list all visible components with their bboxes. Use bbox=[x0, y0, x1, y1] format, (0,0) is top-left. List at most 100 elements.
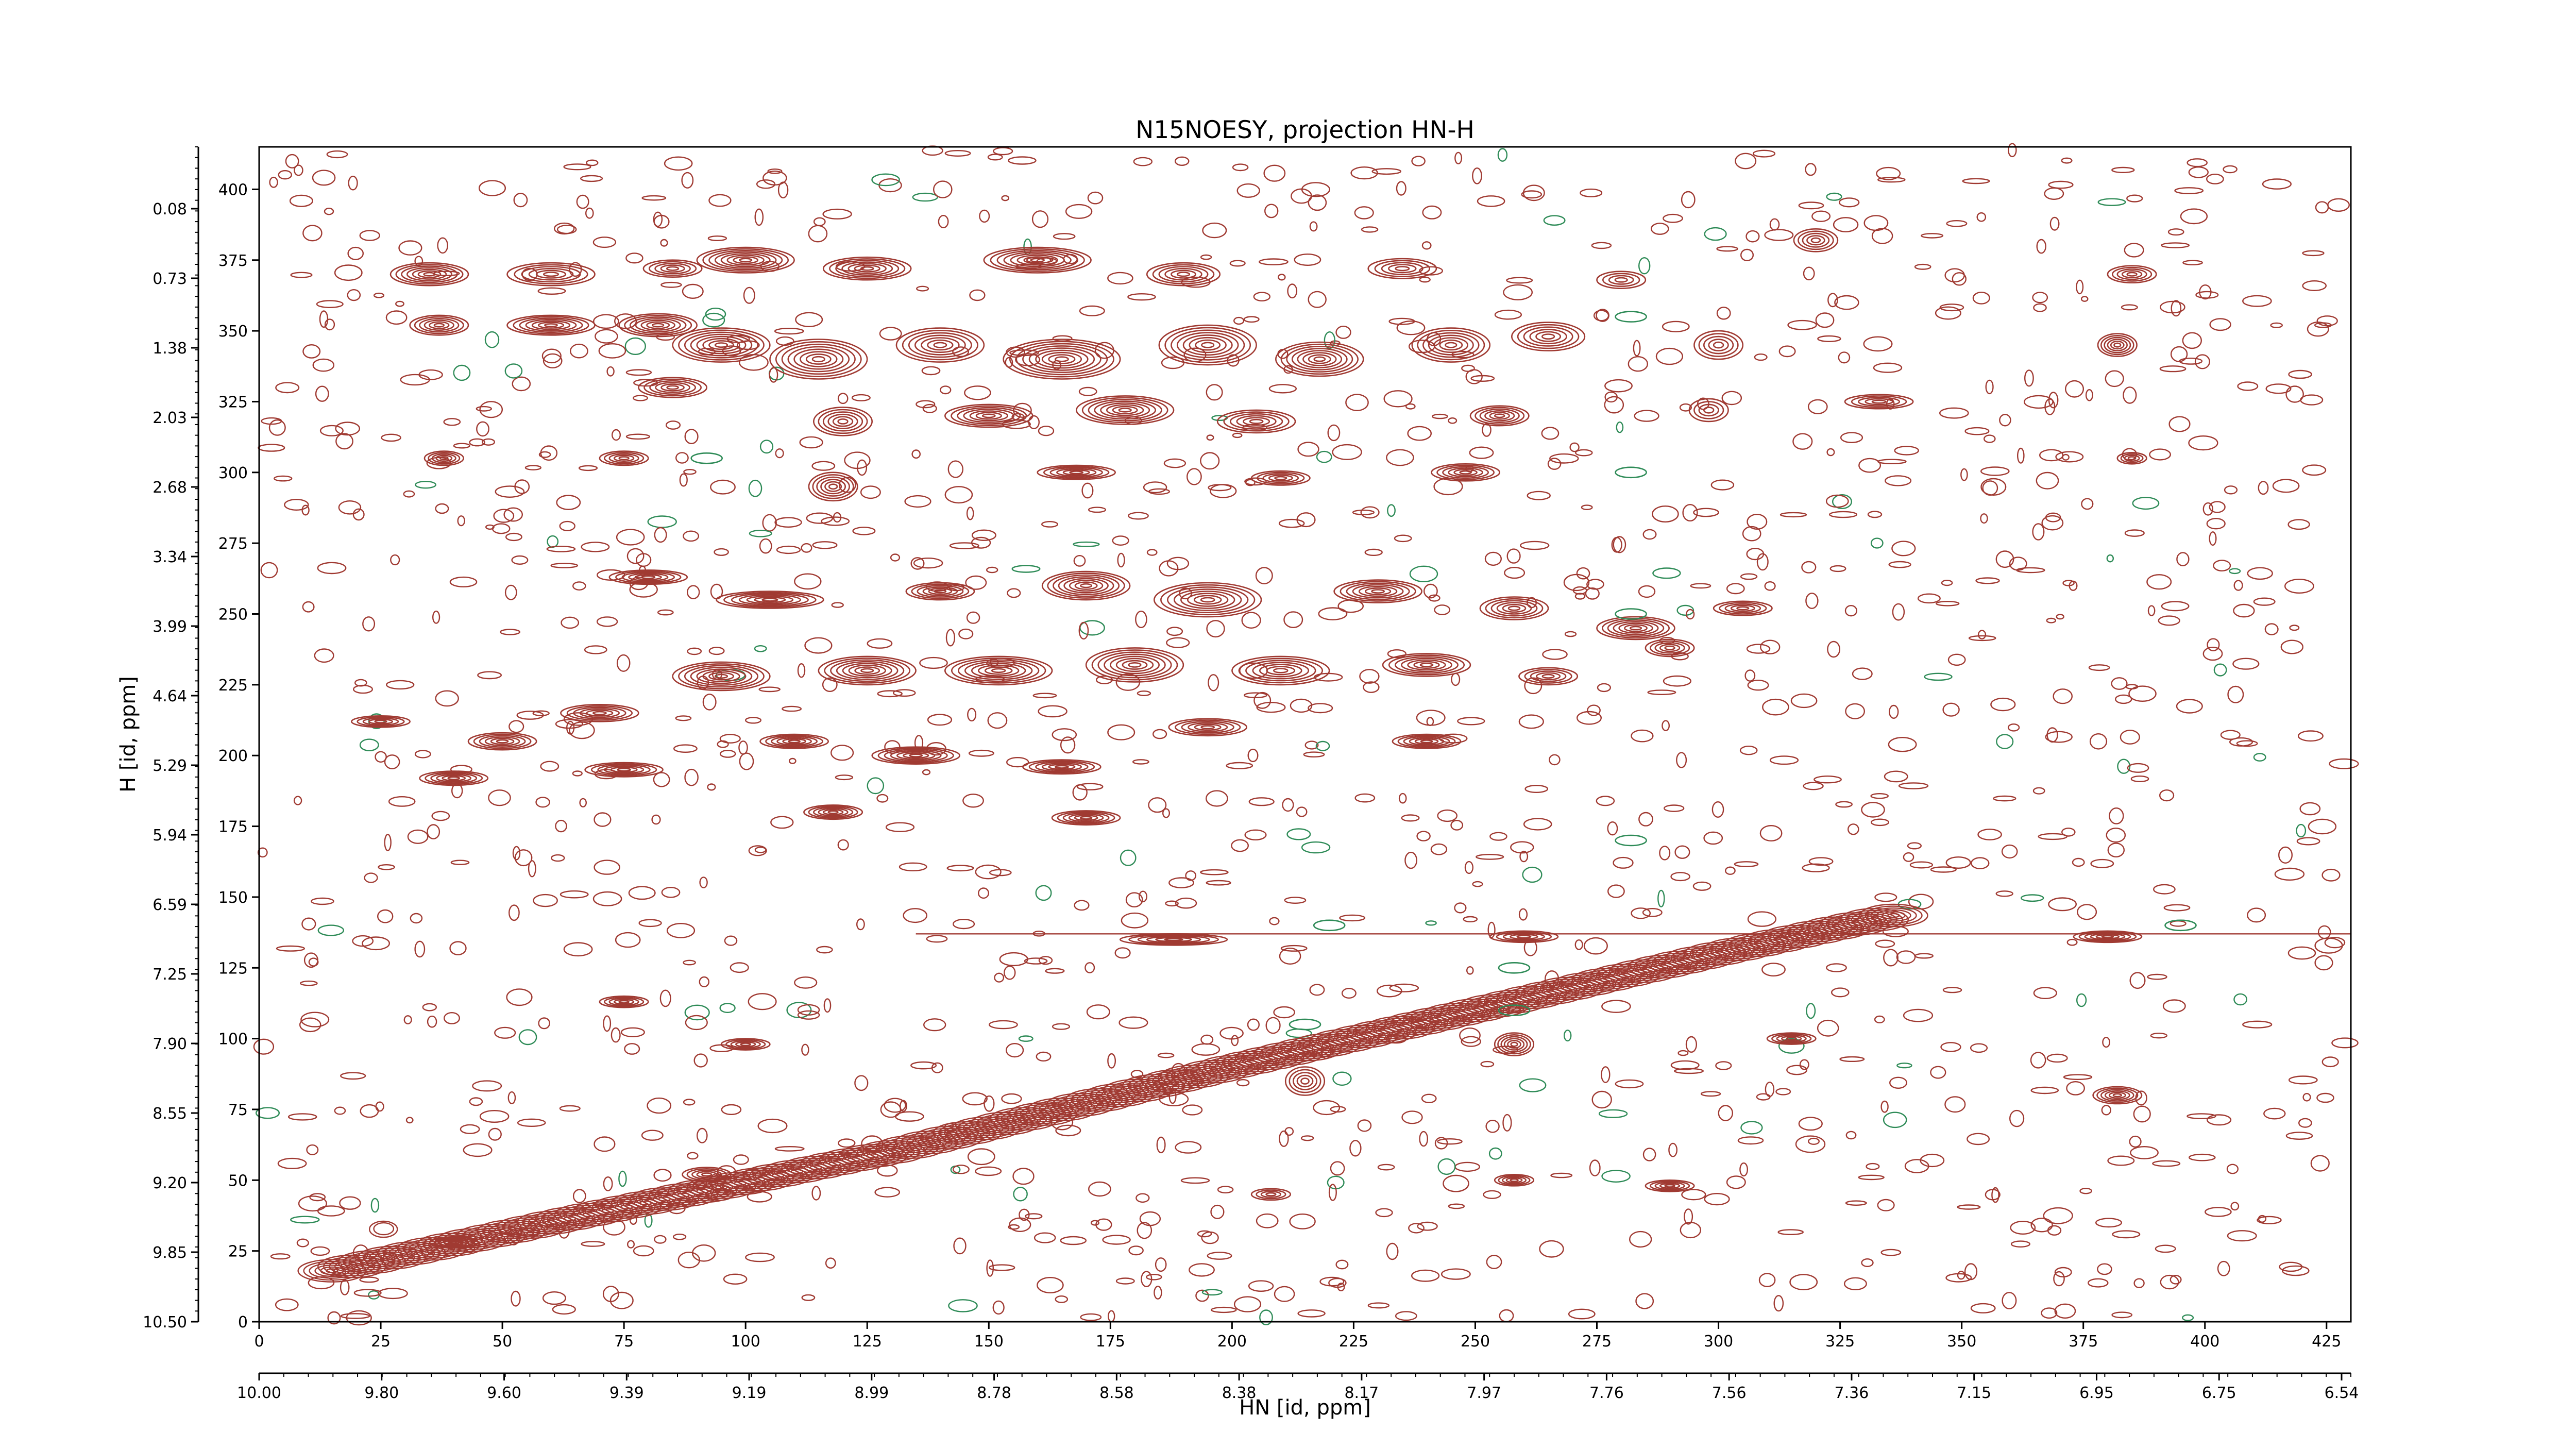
noise-contour bbox=[384, 834, 392, 851]
noise-contour bbox=[1076, 783, 1104, 790]
peak-contour bbox=[860, 266, 874, 271]
noise-contour bbox=[1996, 734, 2014, 749]
peak-contour bbox=[1401, 658, 1452, 672]
noise-contour bbox=[2314, 955, 2333, 971]
noise-contour bbox=[987, 712, 1008, 729]
noise-contour bbox=[1914, 953, 1934, 959]
peak-contour bbox=[1614, 277, 1628, 283]
y-tick-label: 225 bbox=[218, 677, 248, 695]
noise-contour bbox=[2085, 389, 2093, 401]
noise-contour bbox=[403, 1015, 412, 1024]
noise-contour bbox=[1416, 710, 1446, 726]
peak-contour bbox=[438, 1238, 469, 1247]
noise-contour bbox=[443, 418, 461, 426]
peak-contour bbox=[1433, 337, 1469, 353]
noise-contour bbox=[1045, 968, 1065, 974]
noise-contour bbox=[1659, 846, 1671, 861]
noise-contour bbox=[1081, 482, 1094, 499]
diagonal-contour bbox=[1657, 954, 1705, 971]
noise-contour bbox=[1141, 1271, 1153, 1287]
y-ppm-tick-label: 9.85 bbox=[152, 1244, 187, 1262]
peak-contour bbox=[1268, 474, 1293, 482]
peak-contour bbox=[1085, 647, 1184, 683]
noise-contour bbox=[1286, 828, 1311, 840]
noise-contour bbox=[1253, 292, 1271, 302]
noise-contour bbox=[2056, 614, 2064, 620]
noise-contour bbox=[1041, 521, 1058, 528]
noise-contour bbox=[275, 382, 300, 394]
peak-contour bbox=[684, 665, 759, 688]
noise-contour bbox=[1891, 541, 1916, 557]
noise-contour bbox=[1011, 565, 1041, 573]
noise-contour bbox=[1805, 593, 1819, 609]
noise-contour bbox=[1898, 782, 1929, 789]
peak-contour bbox=[1035, 349, 1089, 369]
peak-contour bbox=[827, 413, 858, 429]
x-tick-label: 0 bbox=[254, 1333, 264, 1351]
noise-contour bbox=[1114, 947, 1131, 959]
diagonal-contour bbox=[1257, 1054, 1282, 1063]
x-tick-label: 150 bbox=[974, 1333, 1004, 1351]
noise-contour bbox=[851, 394, 871, 401]
peak-contour bbox=[2095, 934, 2120, 939]
noise-contour bbox=[579, 798, 587, 807]
noise-contour bbox=[1663, 804, 1685, 812]
noise-contour bbox=[1811, 210, 1831, 222]
noise-contour bbox=[2102, 1037, 2111, 1048]
peak-contour bbox=[608, 569, 688, 585]
noise-contour bbox=[1946, 220, 1968, 227]
noise-contour bbox=[317, 562, 347, 575]
noise-contour bbox=[2176, 699, 2203, 714]
peak-contour bbox=[1256, 1189, 1286, 1200]
noise-contour bbox=[679, 473, 688, 487]
noise-contour bbox=[1423, 583, 1438, 599]
noise-contour bbox=[444, 1012, 461, 1024]
noise-contour bbox=[1437, 1158, 1456, 1175]
peak-contour bbox=[1367, 258, 1437, 279]
noise-contour bbox=[1004, 965, 1016, 980]
peak-contour bbox=[1048, 764, 1076, 770]
peak-contour bbox=[708, 672, 734, 681]
diagonal-contour bbox=[1639, 958, 1686, 975]
noise-contour bbox=[1454, 902, 1467, 914]
noise-contour bbox=[479, 180, 506, 196]
noise-contour bbox=[1834, 295, 1859, 310]
noise-contour bbox=[944, 150, 971, 157]
peak-contour bbox=[2116, 268, 2147, 280]
diagonal-contour bbox=[1220, 1063, 1244, 1071]
peak-contour bbox=[597, 764, 651, 776]
peak-contour bbox=[1409, 737, 1445, 746]
noise-contour bbox=[1826, 192, 1842, 201]
noise-contour bbox=[1125, 892, 1143, 907]
noise-contour bbox=[2213, 663, 2227, 677]
noise-contour bbox=[405, 1117, 414, 1124]
peak-contour bbox=[1517, 324, 1580, 349]
noise-contour bbox=[1744, 669, 1756, 682]
y-ppm-tick-label: 0.08 bbox=[152, 200, 187, 218]
peak-contour bbox=[1776, 1034, 1807, 1043]
x-tick-label: 125 bbox=[853, 1333, 882, 1351]
noise-contour bbox=[469, 438, 485, 447]
noise-contour bbox=[681, 172, 694, 189]
diagonal-contour bbox=[709, 1183, 734, 1192]
diagonal-contour bbox=[1556, 984, 1581, 993]
noise-contour bbox=[1758, 1273, 1776, 1288]
noise-contour bbox=[1828, 511, 1857, 518]
noise-contour bbox=[453, 364, 471, 381]
noise-contour bbox=[1681, 191, 1696, 209]
noise-contour bbox=[822, 208, 852, 220]
noise-contour bbox=[1396, 321, 1426, 335]
noise-contour bbox=[2182, 1314, 2194, 1321]
noise-contour bbox=[1970, 1043, 1988, 1053]
noise-contour bbox=[1411, 156, 1426, 166]
noise-contour bbox=[1601, 1170, 1631, 1183]
peak-contour bbox=[447, 776, 461, 780]
noise-contour bbox=[1231, 1035, 1239, 1047]
noise-contour bbox=[1980, 513, 1988, 524]
noise-contour bbox=[748, 479, 762, 497]
noise-contour bbox=[253, 1038, 275, 1055]
noise-contour bbox=[1248, 1280, 1274, 1292]
noise-contour bbox=[1652, 506, 1679, 523]
noise-contour bbox=[2036, 239, 2046, 254]
noise-contour bbox=[1052, 728, 1077, 742]
